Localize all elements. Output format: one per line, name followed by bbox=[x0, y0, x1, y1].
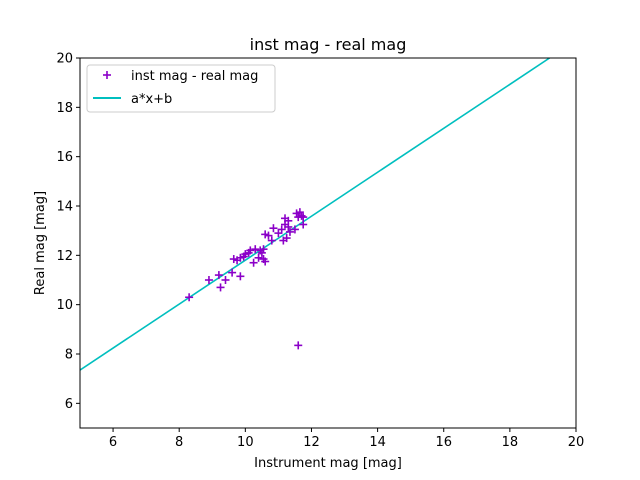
data-point bbox=[297, 211, 306, 220]
data-point bbox=[284, 222, 293, 231]
data-point bbox=[216, 283, 225, 292]
data-point bbox=[259, 245, 268, 254]
data-point bbox=[249, 258, 258, 267]
data-point bbox=[299, 213, 308, 222]
x-tick-label: 18 bbox=[502, 435, 519, 450]
fit-line bbox=[80, 58, 550, 371]
y-tick-label: 14 bbox=[56, 200, 73, 215]
y-axis-title: Real mag [mag] bbox=[33, 191, 48, 295]
chart-title: inst mag - real mag bbox=[250, 35, 407, 54]
legend-box bbox=[86, 64, 276, 113]
data-point bbox=[185, 293, 194, 302]
data-point bbox=[236, 272, 245, 281]
data-point bbox=[294, 341, 303, 350]
legend-plus-marker bbox=[103, 71, 111, 79]
x-tick-label: 12 bbox=[303, 435, 320, 450]
legend-scatter-marker bbox=[103, 71, 111, 79]
plot-frame bbox=[79, 57, 577, 429]
y-tick-label: 16 bbox=[56, 150, 73, 165]
x-tick-label: 10 bbox=[237, 435, 254, 450]
data-point bbox=[221, 276, 230, 284]
data-point bbox=[261, 257, 270, 266]
data-point bbox=[290, 225, 299, 234]
data-point bbox=[269, 224, 278, 233]
data-point bbox=[267, 236, 276, 245]
legend-label-fit-line: a*x+b bbox=[131, 92, 172, 107]
y-tick-label: 12 bbox=[56, 249, 73, 264]
data-point bbox=[295, 208, 304, 217]
x-tick-label: 6 bbox=[109, 435, 117, 450]
data-point bbox=[277, 225, 286, 234]
data-point bbox=[285, 227, 294, 236]
y-tick-label: 10 bbox=[56, 298, 73, 313]
x-tick-label: 8 bbox=[175, 435, 183, 450]
data-point bbox=[264, 231, 273, 240]
data-point bbox=[228, 268, 237, 277]
x-axis-title: Instrument mag [mag] bbox=[254, 456, 402, 471]
x-tick-label: 14 bbox=[369, 435, 386, 450]
data-point bbox=[299, 220, 308, 229]
x-tick-label: 16 bbox=[435, 435, 452, 450]
data-point bbox=[282, 234, 291, 243]
data-point bbox=[214, 271, 223, 280]
legend-label-scatter: inst mag - real mag bbox=[131, 69, 258, 84]
data-point bbox=[251, 245, 260, 254]
x-tick-label: 20 bbox=[568, 435, 585, 450]
legend: inst mag - real mag a*x+b bbox=[86, 64, 276, 113]
data-point bbox=[254, 253, 263, 262]
data-point bbox=[204, 276, 213, 284]
data-point bbox=[246, 246, 255, 255]
y-tick-label: 18 bbox=[56, 101, 73, 116]
y-tick-label: 6 bbox=[65, 397, 73, 412]
y-tick-label: 8 bbox=[65, 348, 73, 363]
y-tick-label: 20 bbox=[56, 52, 73, 67]
data-point bbox=[257, 248, 266, 257]
